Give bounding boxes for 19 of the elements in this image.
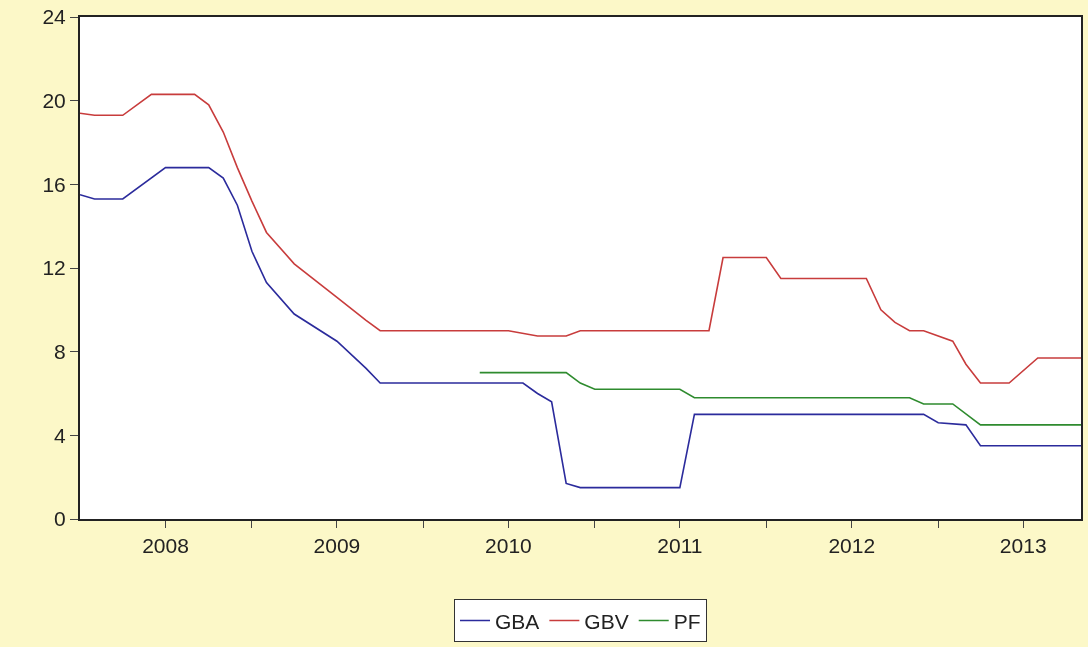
- y-tick-label: 20: [42, 89, 66, 113]
- x-tick-label: 2012: [828, 534, 876, 558]
- y-tick-label: 24: [42, 5, 67, 29]
- legend-label: GBA: [495, 609, 540, 633]
- y-tick-label: 16: [42, 172, 66, 196]
- x-tick-label: 2013: [999, 534, 1047, 558]
- x-tick-label: 2009: [313, 534, 361, 558]
- legend-label: GBV: [584, 609, 629, 633]
- y-tick-label: 8: [54, 340, 66, 364]
- line-series: [478, 371, 1081, 426]
- line-series: [80, 166, 1081, 489]
- x-tick-label: 2010: [485, 534, 532, 558]
- x-tick-label: 2008: [142, 534, 189, 558]
- x-tick-label: 2011: [657, 534, 703, 558]
- y-tick-label: 12: [42, 256, 66, 280]
- y-tick-label: 0: [54, 507, 66, 531]
- line-series: [80, 93, 1081, 384]
- y-tick-label: 4: [54, 423, 67, 447]
- legend-label: PF: [673, 609, 701, 633]
